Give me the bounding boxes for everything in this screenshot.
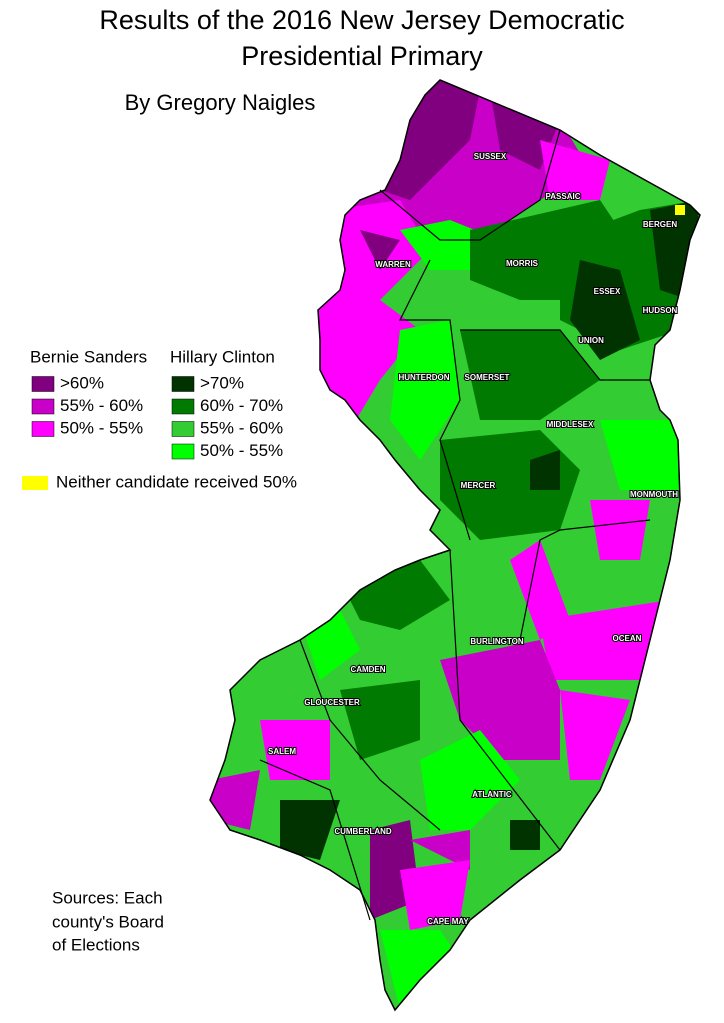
county-label: BERGEN	[643, 220, 677, 229]
legend-heading: Hillary Clinton	[170, 347, 275, 366]
county-label: ATLANTIC	[472, 790, 512, 799]
legend-swatch	[31, 376, 55, 392]
legend-label: 55% - 60%	[60, 396, 143, 415]
legend-label: >70%	[200, 373, 244, 392]
county-label: SUSSEX	[474, 152, 507, 161]
county-label: GLOUCESTER	[304, 698, 360, 707]
subtitle: By Gregory Naigles	[125, 90, 316, 115]
county-label: UNION	[578, 336, 604, 345]
county-label: HUDSON	[643, 306, 678, 315]
county-label: HUNTERDON	[398, 373, 449, 382]
legend-swatch	[22, 476, 48, 490]
county-label: OCEAN	[613, 634, 642, 643]
legend-swatch	[171, 376, 195, 392]
legend-label: 60% - 70%	[200, 396, 283, 415]
legend-swatch	[31, 421, 55, 437]
county-label: SOMERSET	[465, 373, 510, 382]
map-regions	[210, 80, 700, 1010]
legend-label: 50% - 55%	[60, 418, 143, 437]
county-label: BURLINGTON	[470, 637, 523, 646]
county-label: MONMOUTH	[630, 490, 678, 499]
legend-label: Neither candidate received 50%	[56, 472, 297, 491]
legend-swatch	[171, 443, 195, 460]
legend-label: 55% - 60%	[200, 418, 283, 437]
title-line: Results of the 2016 New Jersey Democrati…	[99, 5, 624, 35]
county-label: MIDDLESEX	[547, 420, 594, 429]
legend-swatch	[31, 398, 55, 415]
county-label: MORRIS	[506, 259, 539, 268]
sources-line: of Elections	[52, 935, 140, 954]
county-label: WARREN	[375, 260, 411, 269]
county-label: MERCER	[461, 481, 496, 490]
county-label: ESSEX	[594, 287, 621, 296]
county-borders	[259, 129, 651, 921]
legend-swatch	[171, 398, 195, 415]
county-label: CAMDEN	[350, 665, 385, 674]
sources-line: Sources: Each	[52, 888, 163, 907]
legend-heading: Bernie Sanders	[30, 347, 147, 366]
legend-label: >60%	[60, 373, 104, 392]
county-label: SALEM	[268, 747, 296, 756]
legend-label: 50% - 55%	[200, 441, 283, 460]
county-label: PASSAIC	[546, 192, 581, 201]
title-line: Presidential Primary	[241, 41, 483, 71]
sources-line: county's Board	[52, 912, 164, 931]
legend-swatch	[171, 421, 195, 437]
county-label: CUMBERLAND	[334, 827, 392, 836]
county-label: CAPE MAY	[427, 917, 469, 926]
